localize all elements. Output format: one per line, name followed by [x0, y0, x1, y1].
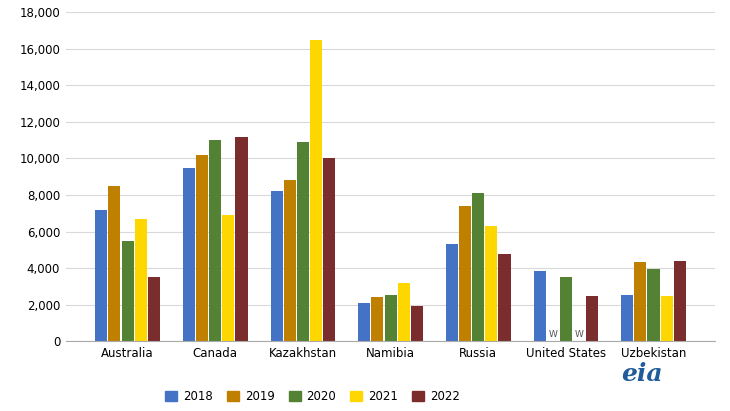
Bar [372, 297, 383, 341]
Bar [196, 155, 208, 341]
Bar [358, 303, 370, 341]
Legend: 2018, 2019, 2020, 2021, 2022: 2018, 2019, 2020, 2021, 2022 [161, 385, 464, 408]
Bar [398, 283, 410, 341]
Bar [108, 186, 120, 341]
Bar [446, 244, 458, 341]
Bar [661, 296, 673, 341]
Bar [121, 241, 134, 341]
Bar [183, 168, 195, 341]
Bar [459, 206, 471, 341]
Bar [310, 40, 322, 341]
Bar [95, 210, 107, 341]
Bar [148, 277, 160, 341]
Bar [323, 159, 335, 341]
Bar [485, 226, 497, 341]
Text: eia: eia [621, 363, 664, 386]
Bar [586, 296, 598, 341]
Text: W: W [575, 330, 583, 339]
Bar [134, 219, 147, 341]
Bar [621, 296, 633, 341]
Bar [236, 136, 247, 341]
Bar [634, 262, 647, 341]
Text: W: W [548, 330, 557, 339]
Bar [560, 277, 572, 341]
Bar [472, 193, 484, 341]
Bar [210, 140, 221, 341]
Bar [284, 180, 296, 341]
Bar [411, 305, 423, 341]
Bar [534, 271, 545, 341]
Bar [499, 254, 510, 341]
Bar [271, 192, 283, 341]
Bar [648, 269, 660, 341]
Bar [223, 215, 234, 341]
Bar [297, 142, 309, 341]
Bar [385, 296, 396, 341]
Bar [674, 261, 686, 341]
